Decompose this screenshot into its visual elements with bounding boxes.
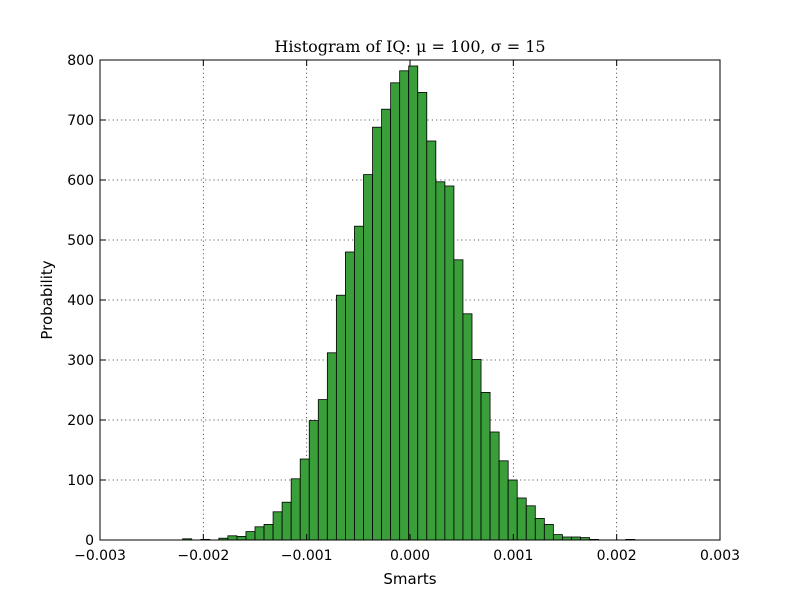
y-tick-labels: 0 100 200 300 400 500 600 700 800 — [67, 53, 94, 549]
histogram-bar — [354, 225, 364, 541]
histogram-bar — [290, 478, 301, 541]
histogram-bar — [543, 524, 554, 541]
y-tick-label: 400 — [67, 293, 94, 309]
histogram-bar — [525, 505, 536, 541]
histogram-bar — [363, 174, 373, 541]
y-tick-label: 0 — [85, 533, 94, 549]
x-tick-label: −0.003 — [74, 548, 126, 564]
x-tick-label: 0.002 — [597, 548, 637, 564]
histogram-bar — [272, 511, 283, 541]
y-tick-label: 500 — [67, 233, 94, 249]
histogram-bar — [372, 126, 382, 541]
x-tick-label: 0.000 — [390, 548, 430, 564]
y-tick-label: 100 — [67, 473, 94, 489]
histogram-bar — [236, 536, 247, 541]
histogram-bar — [489, 431, 500, 541]
histogram-bar — [462, 313, 473, 541]
histogram-bar — [417, 92, 428, 541]
x-tick-label: −0.001 — [281, 548, 333, 564]
y-tick-label: 600 — [67, 173, 94, 189]
chart-title: Histogram of IQ: μ = 100, σ = 15 — [274, 37, 545, 56]
histogram-bar — [317, 399, 328, 541]
x-axis-title: Smarts — [383, 570, 436, 588]
histogram-bar — [345, 251, 355, 541]
histogram-bar — [480, 391, 491, 541]
histogram-bar — [552, 534, 563, 541]
histogram-bar — [263, 524, 274, 541]
y-axis-title: Probability — [38, 260, 56, 339]
histogram-bar — [254, 526, 265, 541]
histogram-bar — [435, 181, 446, 541]
y-tick-label: 700 — [67, 113, 94, 129]
histogram-bar — [498, 460, 509, 541]
x-tick-labels: −0.003 −0.002 −0.001 0.000 0.001 0.002 0.003 — [74, 548, 740, 564]
histogram-bar — [444, 185, 455, 541]
histogram-bars — [182, 65, 636, 541]
x-tick-label: 0.003 — [700, 548, 740, 564]
y-tick-label: 800 — [67, 53, 94, 69]
histogram-bar — [408, 65, 419, 541]
histogram-bar — [335, 294, 346, 541]
y-tick-label: 300 — [67, 353, 94, 369]
histogram-bar — [381, 108, 392, 541]
y-tick-label: 200 — [67, 413, 94, 429]
histogram-bar — [390, 82, 401, 541]
axis-ticks — [99, 59, 721, 541]
histogram-bar — [516, 497, 527, 541]
histogram-bar — [453, 259, 464, 541]
histogram-bar — [281, 501, 292, 541]
histogram-bar — [426, 140, 437, 541]
histogram-bar — [299, 458, 310, 541]
histogram-bar — [534, 518, 545, 541]
histogram-bar — [399, 70, 410, 541]
x-tick-label: 0.001 — [493, 548, 533, 564]
histogram-bar — [471, 358, 482, 541]
histogram-bar — [326, 352, 337, 541]
histogram-bar — [227, 535, 238, 541]
histogram-bar — [507, 479, 518, 541]
histogram-bar — [245, 531, 256, 541]
x-tick-label: −0.002 — [177, 548, 229, 564]
histogram-bar — [308, 420, 319, 541]
